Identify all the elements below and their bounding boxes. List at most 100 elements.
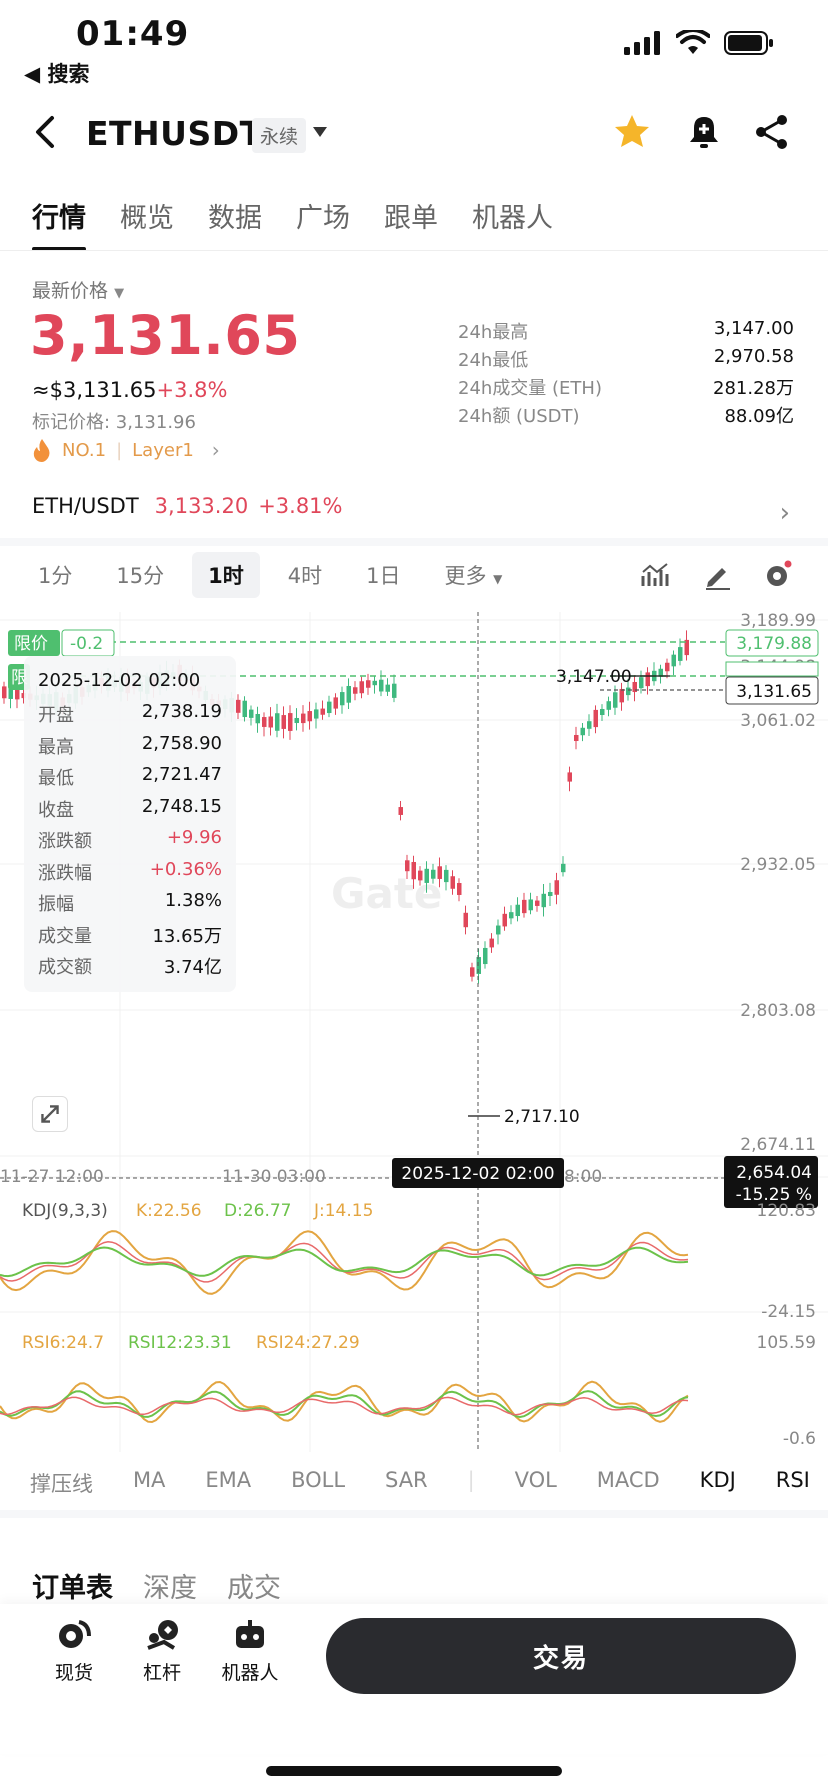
tooltip-row: 收盘 2,748.15 — [38, 796, 222, 828]
candle — [405, 860, 410, 872]
spot-pair-change: +3.81% — [258, 494, 343, 518]
back-arrow-icon[interactable] — [26, 112, 66, 152]
tf-more[interactable]: 更多 ▼ — [428, 552, 518, 598]
candle — [515, 904, 520, 917]
signal-icon — [624, 31, 660, 55]
leverage-button[interactable]: 杠杆 — [122, 1618, 202, 1685]
tooltip-key: 涨跌额 — [38, 831, 92, 852]
fire-icon — [33, 439, 50, 462]
tooltip-value: +9.96 — [166, 827, 222, 848]
tab-copy-trade[interactable]: 跟单 — [384, 203, 438, 234]
symbol-title[interactable]: ETHUSDT — [86, 114, 263, 153]
price-label[interactable]: 最新价格 ▼ — [32, 276, 124, 303]
tooltip-row: 振幅 1.38% — [38, 890, 222, 922]
limit-tag[interactable]: 限价 — [14, 634, 48, 654]
ind-vol[interactable]: VOL — [514, 1468, 557, 1492]
y-tick: 2,932.05 — [740, 855, 816, 875]
kline-chart[interactable]: Gate 限价 -0.2 限 3,189.99 3,144.98 3,061.0… — [0, 612, 828, 1452]
chevron-down-icon[interactable] — [312, 126, 328, 138]
tf-4h[interactable]: 4时 — [287, 564, 323, 588]
tab-depth[interactable]: 深度 — [143, 1573, 197, 1604]
tooltip-key: 最高 — [38, 736, 74, 758]
tooltip-row: 成交额 3.74亿 — [38, 953, 222, 985]
y-tick: 3,061.02 — [740, 711, 816, 731]
limit-tag-2[interactable]: 限 — [11, 668, 28, 688]
tf-15m[interactable]: 15分 — [116, 564, 165, 588]
rsi12-line — [0, 1390, 689, 1419]
share-icon[interactable] — [752, 112, 792, 152]
y-tick: 2,803.08 — [740, 1001, 816, 1021]
indicator-icon[interactable] — [640, 560, 670, 590]
section-gap — [0, 538, 828, 546]
tooltip-row: 最高 2,758.90 — [38, 733, 222, 765]
candle — [346, 685, 351, 703]
rank-tag: NO.1 — [62, 439, 107, 461]
candle — [15, 689, 20, 700]
candle — [21, 693, 26, 699]
draw-pen-icon[interactable] — [702, 560, 732, 590]
tab-trades[interactable]: 成交 — [227, 1573, 281, 1604]
kdj-k: K:22.56 — [136, 1201, 202, 1221]
candle — [470, 967, 475, 977]
candle — [262, 717, 267, 727]
ind-ma[interactable]: MA — [132, 1468, 166, 1492]
tab-market[interactable]: 行情 — [32, 196, 86, 251]
tf-1h[interactable]: 1时 — [192, 552, 260, 598]
tab-data[interactable]: 数据 — [208, 203, 262, 234]
ind-macd[interactable]: MACD — [596, 1468, 660, 1492]
candle — [249, 709, 254, 718]
last-price: 3,131.65 — [30, 304, 301, 367]
candle — [535, 900, 540, 906]
candle — [502, 913, 507, 927]
kdj-top: 120.83 — [757, 1201, 816, 1221]
ind-support-resistance[interactable]: 撑压线 — [30, 1472, 93, 1496]
candle — [684, 639, 689, 656]
candle — [366, 680, 371, 688]
fullscreen-expand-icon[interactable] — [32, 1096, 68, 1132]
tab-order-book[interactable]: 订单表 — [32, 1573, 113, 1604]
status-time: 01:49 — [76, 14, 190, 54]
cursor-date-tag-bg — [392, 1158, 564, 1188]
tf-1d[interactable]: 1日 — [366, 564, 401, 588]
ind-boll[interactable]: BOLL — [291, 1468, 346, 1492]
ind-ema[interactable]: EMA — [205, 1468, 252, 1492]
candle — [496, 925, 501, 935]
alert-bell-icon[interactable] — [684, 112, 724, 152]
ind-sar[interactable]: SAR — [384, 1468, 428, 1492]
back-to-search[interactable]: ◀ 搜索 — [24, 62, 90, 86]
spot-button[interactable]: 现货 — [34, 1618, 114, 1685]
candle — [613, 692, 618, 708]
chevron-down-icon: ▼ — [114, 286, 125, 301]
leverage-label: 杠杆 — [142, 1662, 181, 1684]
category-tag: Layer1 — [132, 439, 194, 461]
candle — [255, 713, 260, 724]
candle — [476, 957, 481, 974]
tag-row[interactable]: NO.1 | Layer1 › — [32, 438, 220, 462]
stat-row: 24h成交量 (ETH) 281.28万 — [458, 374, 794, 402]
rsi-top: 105.59 — [757, 1333, 816, 1353]
ind-kdj[interactable]: KDJ — [699, 1468, 736, 1492]
section-gap — [0, 1510, 828, 1518]
candle — [379, 679, 384, 692]
candle — [639, 677, 644, 689]
spot-pair-row[interactable]: ETH/USDT 3,133.20 +3.81% — [32, 494, 796, 518]
tab-square[interactable]: 广场 — [296, 203, 350, 234]
limit-value[interactable]: -0.2 — [70, 634, 103, 654]
settings-gear-icon[interactable] — [762, 560, 792, 590]
ind-rsi[interactable]: RSI — [775, 1468, 810, 1492]
kdj-d: D:26.77 — [224, 1201, 292, 1221]
candle — [424, 868, 429, 883]
tab-bots[interactable]: 机器人 — [472, 203, 553, 234]
spot-coin-icon — [59, 1620, 91, 1648]
chevron-right-icon[interactable]: › — [779, 498, 790, 528]
tooltip-date: 2025-12-02 02:00 — [38, 670, 201, 691]
tab-overview[interactable]: 概览 — [120, 203, 174, 234]
tooltip-key: 成交额 — [38, 957, 92, 978]
stat-value: 88.09亿 — [724, 406, 794, 427]
bot-button[interactable]: 机器人 — [210, 1618, 290, 1685]
tf-1m[interactable]: 1分 — [38, 564, 73, 588]
rsi6: RSI6:24.7 — [22, 1333, 104, 1353]
star-icon[interactable] — [612, 112, 652, 152]
stat-key: 24h最低 — [458, 350, 529, 371]
trade-button[interactable]: 交易 — [326, 1618, 796, 1694]
